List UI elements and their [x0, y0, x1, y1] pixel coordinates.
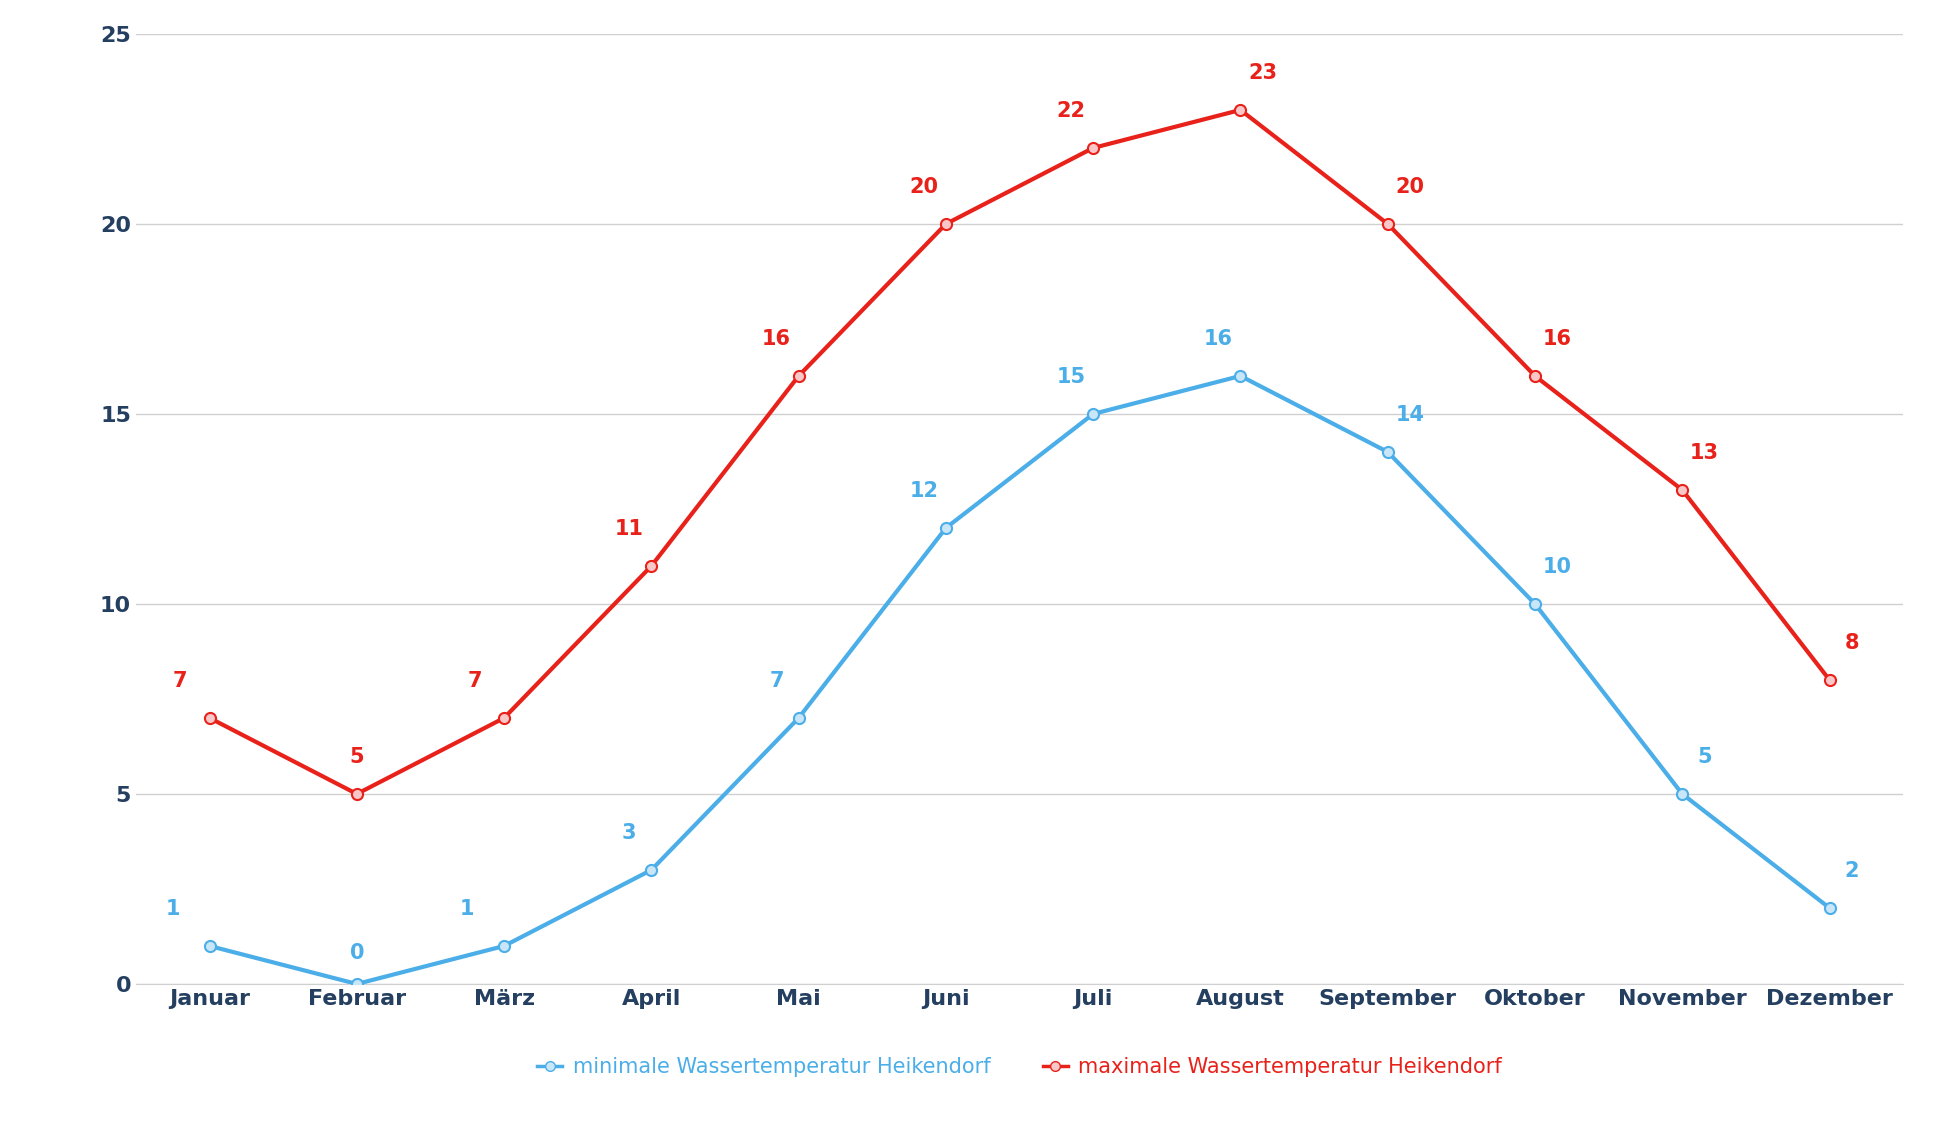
Text: 7: 7: [468, 672, 482, 691]
Text: 0: 0: [350, 943, 363, 964]
Text: 8: 8: [1845, 633, 1858, 654]
Text: 1: 1: [460, 899, 474, 920]
Text: 14: 14: [1394, 405, 1423, 425]
Text: 16: 16: [761, 329, 790, 349]
Text: 23: 23: [1249, 63, 1278, 84]
Text: 5: 5: [350, 748, 365, 767]
Text: 2: 2: [1845, 862, 1858, 881]
Legend: minimale Wassertemperatur Heikendorf, maximale Wassertemperatur Heikendorf: minimale Wassertemperatur Heikendorf, ma…: [526, 1046, 1513, 1088]
Text: 3: 3: [621, 823, 637, 844]
Text: 10: 10: [1542, 558, 1571, 577]
Text: 22: 22: [1056, 102, 1086, 121]
Text: 12: 12: [909, 482, 938, 501]
Text: 7: 7: [173, 672, 186, 691]
Text: 11: 11: [616, 519, 645, 539]
Text: 16: 16: [1204, 329, 1233, 349]
Text: 15: 15: [1056, 368, 1086, 387]
Text: 5: 5: [1697, 748, 1711, 767]
Text: 7: 7: [769, 672, 785, 691]
Text: 20: 20: [1394, 178, 1423, 197]
Text: 16: 16: [1542, 329, 1571, 349]
Text: 20: 20: [909, 178, 938, 197]
Text: 1: 1: [165, 899, 181, 920]
Text: 13: 13: [1690, 443, 1719, 464]
